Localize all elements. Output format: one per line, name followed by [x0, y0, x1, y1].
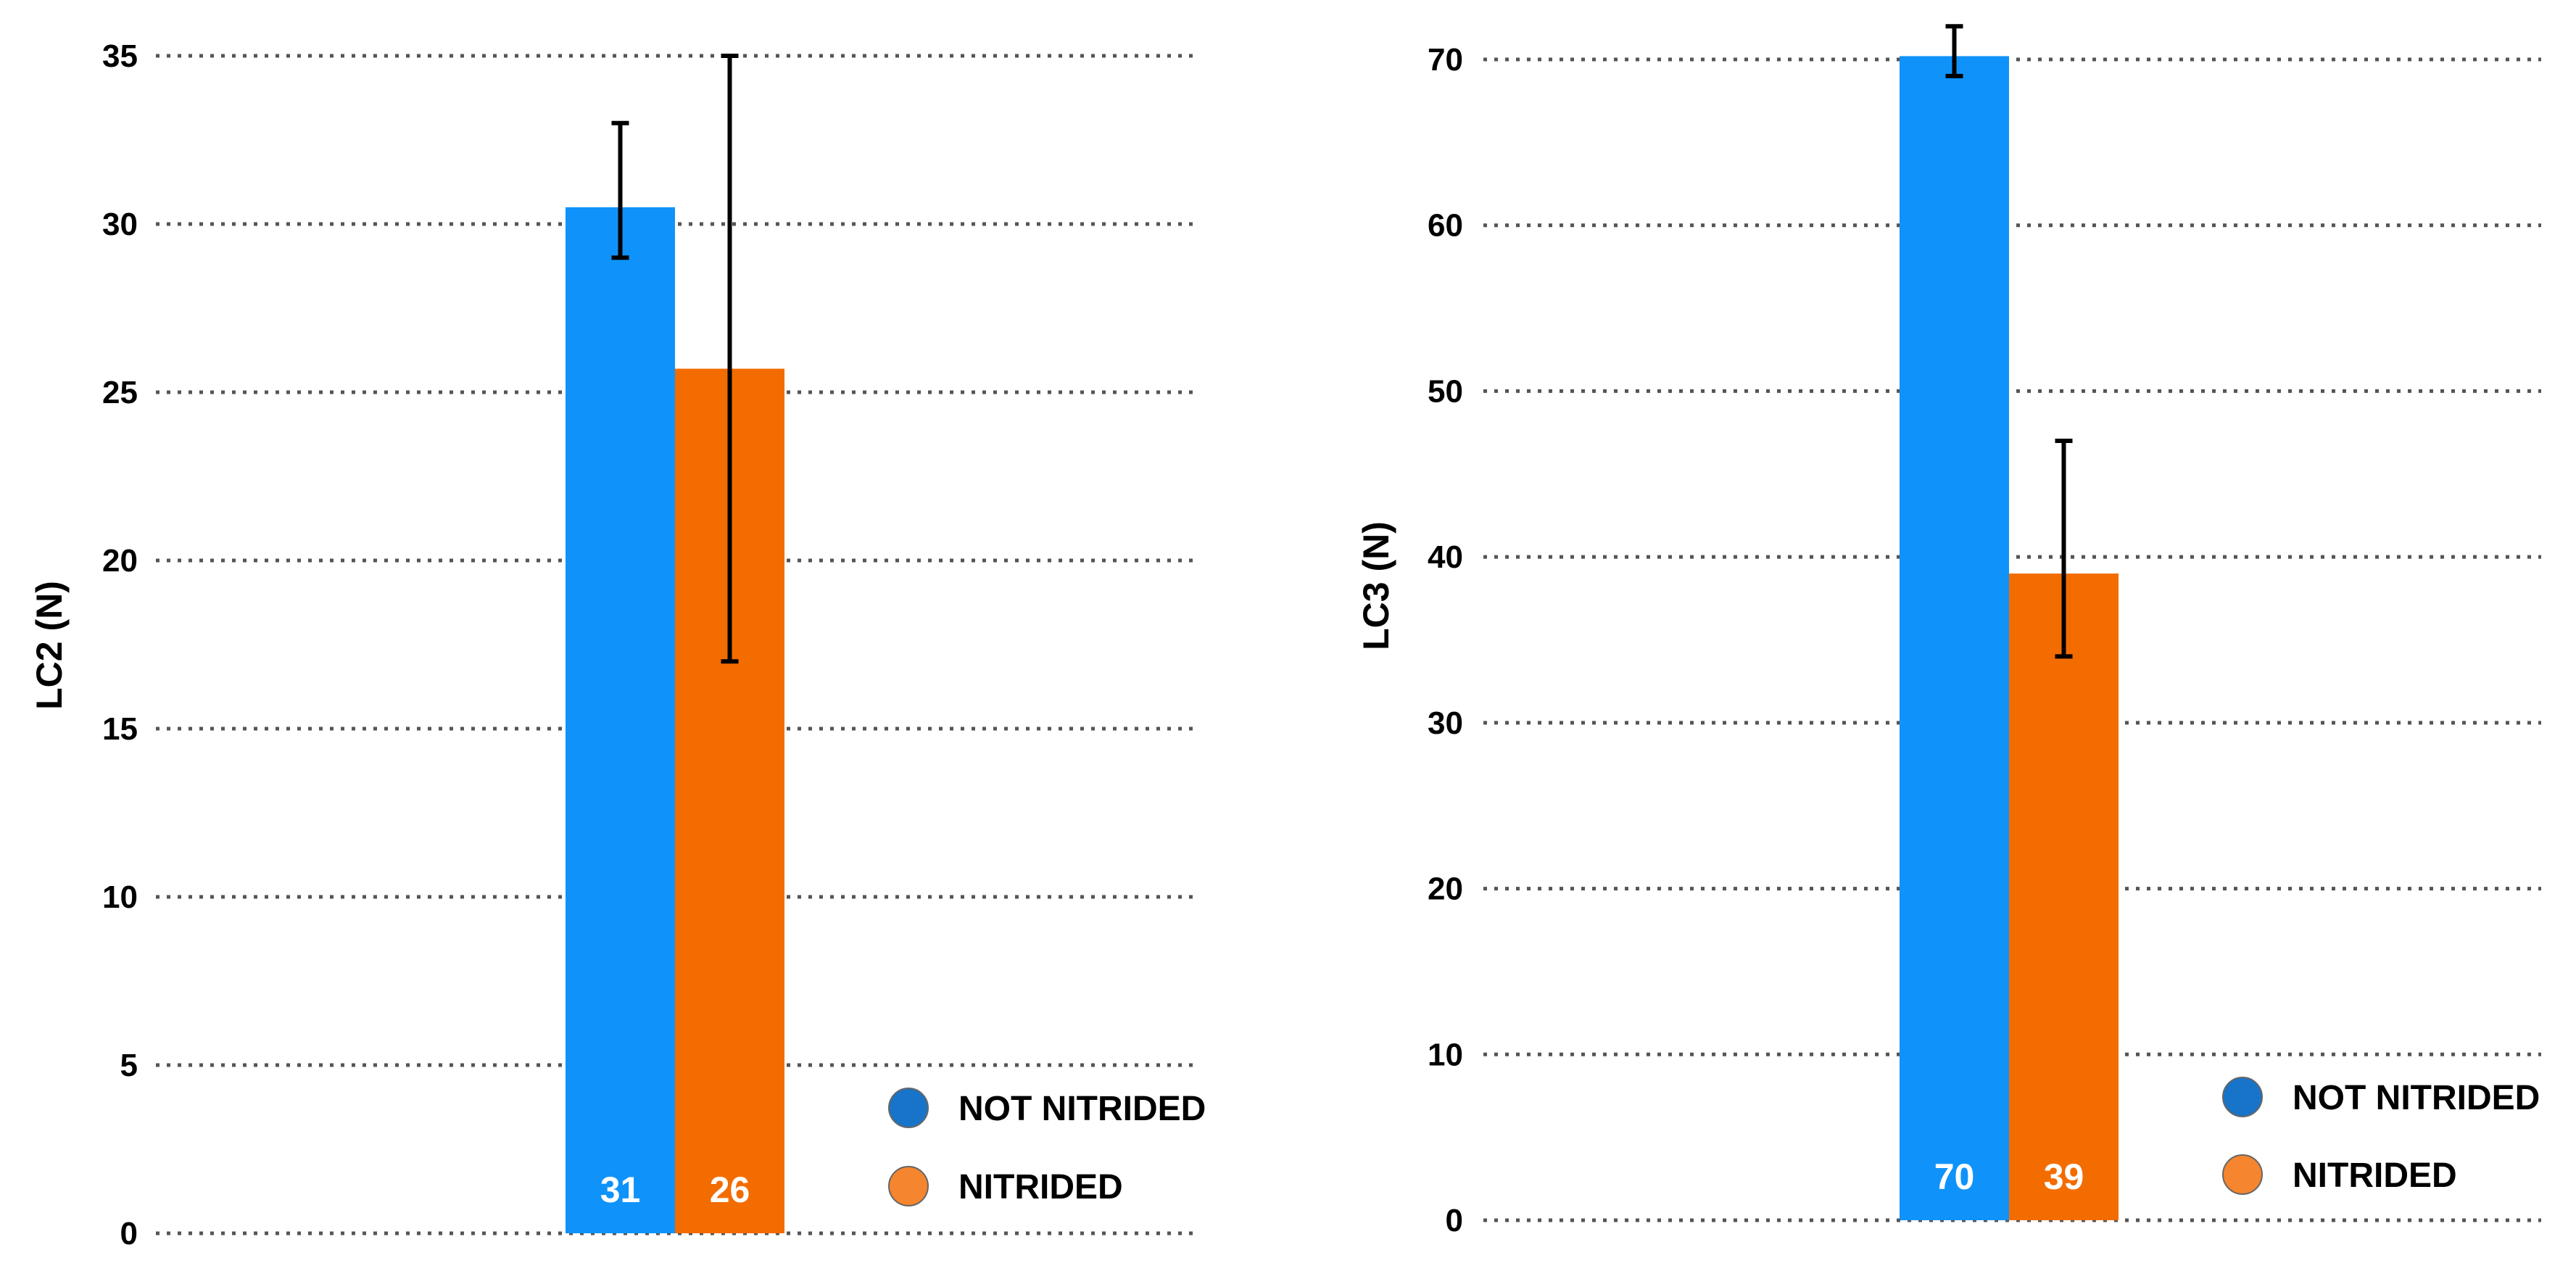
y-tick-label: 50 [1428, 373, 1463, 409]
y-tick-label: 70 [1428, 42, 1463, 78]
y-tick-label: 20 [102, 543, 138, 579]
chart-panel-lc3: 0 10 20 30 40 50 60 70 LC3 (N) 70 39 NOT NITRIDED NI… [1356, 24, 2541, 1238]
legend-marker [2222, 1077, 2263, 1117]
legend-label: NOT NITRIDED [958, 1090, 1206, 1128]
y-tick-label: 5 [120, 1048, 138, 1083]
legend-label: NITRIDED [2293, 1156, 2457, 1195]
y-tick-label: 25 [102, 375, 138, 410]
y-axis-label: LC3 (N) [1356, 521, 1396, 650]
y-tick-label: 0 [1446, 1203, 1463, 1238]
legend-marker [888, 1166, 929, 1206]
legend-label: NITRIDED [958, 1168, 1123, 1206]
data-label: 26 [710, 1169, 750, 1210]
y-tick-label: 60 [1428, 208, 1463, 244]
y-tick-label: 35 [102, 38, 138, 74]
y-axis-label: LC2 (N) [29, 581, 70, 710]
data-label: 39 [2044, 1156, 2084, 1197]
legend-marker [888, 1088, 929, 1128]
legend-marker [2222, 1154, 2263, 1195]
y-tick-label: 0 [120, 1216, 138, 1251]
y-tick-label: 15 [102, 711, 138, 747]
bar [566, 207, 675, 1233]
data-label: 70 [1934, 1156, 1975, 1197]
y-tick-label: 40 [1428, 539, 1463, 575]
y-tick-label: 30 [1428, 705, 1463, 741]
y-tick-label: 20 [1428, 872, 1463, 907]
bar [2009, 574, 2119, 1220]
y-tick-label: 10 [1428, 1037, 1463, 1072]
y-tick-label: 30 [102, 207, 138, 242]
data-label: 31 [600, 1169, 641, 1210]
y-tick-label: 10 [102, 879, 138, 915]
legend-label: NOT NITRIDED [2293, 1079, 2540, 1117]
bar [1900, 56, 2009, 1221]
chart-panel-lc2: 0 5 10 15 20 25 30 35 LC2 (N) 31 26 NOT NITRIDED NIT… [29, 38, 1206, 1251]
